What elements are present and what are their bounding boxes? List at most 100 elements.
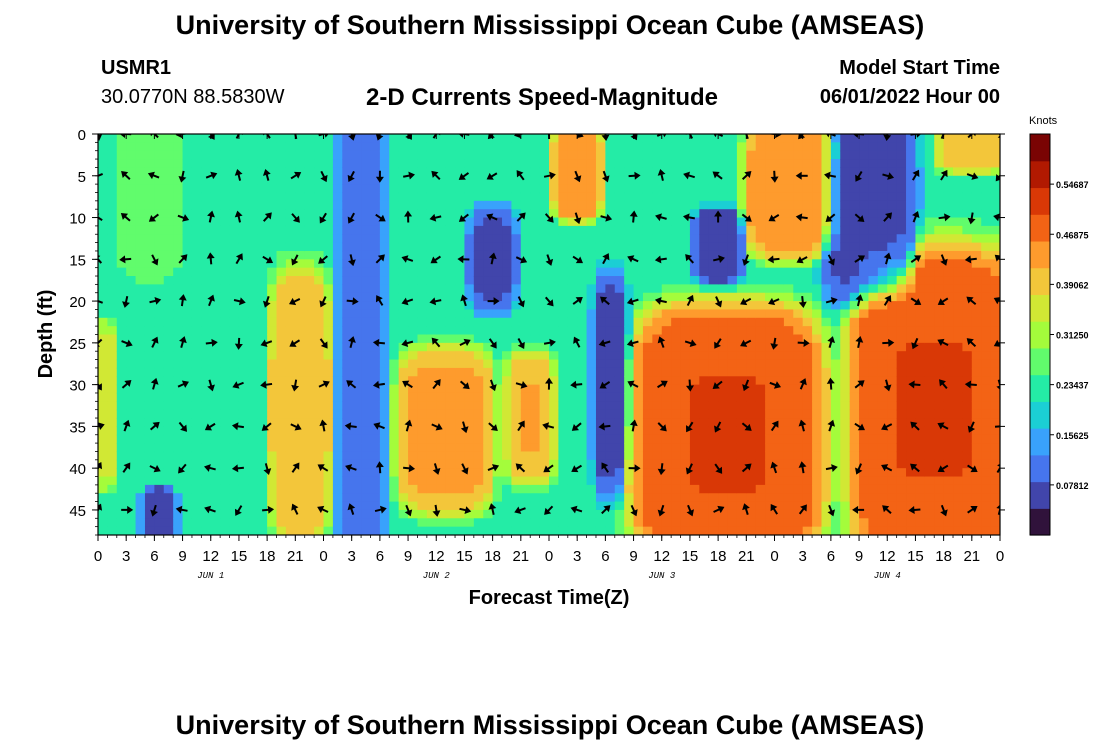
heatmap-cell — [671, 276, 682, 285]
heatmap-cell — [426, 443, 437, 453]
heatmap-cell — [953, 150, 964, 160]
heatmap-cell — [746, 367, 757, 377]
heatmap-cell — [257, 509, 268, 519]
heatmap-cell — [896, 509, 907, 519]
heatmap-cell — [906, 367, 917, 377]
current-vector-arrow — [966, 172, 979, 180]
heatmap-cell — [906, 409, 917, 419]
heatmap-cell — [830, 359, 841, 369]
heatmap-cell — [389, 518, 400, 528]
heatmap-cell — [304, 317, 315, 327]
heatmap-cell — [953, 292, 964, 302]
heatmap-cell — [295, 476, 306, 486]
current-vector-arrow — [770, 420, 779, 432]
heatmap-cell — [154, 443, 165, 453]
heatmap-cell — [924, 259, 935, 269]
heatmap-cell — [605, 468, 616, 478]
heatmap-cell — [389, 484, 400, 494]
heatmap-cell — [830, 150, 841, 160]
heatmap-cell — [426, 284, 437, 294]
heatmap-cell — [943, 476, 954, 486]
heatmap-cell — [896, 493, 907, 503]
heatmap-cell — [718, 443, 729, 453]
heatmap-cell — [896, 292, 907, 302]
heatmap-cell — [295, 418, 306, 427]
heatmap-cell — [285, 484, 296, 494]
heatmap-cell — [163, 134, 174, 143]
heatmap-cell — [718, 234, 729, 244]
heatmap-cell — [135, 142, 146, 152]
heatmap-cell — [502, 134, 513, 143]
heatmap-cell — [285, 426, 296, 436]
heatmap-cell — [332, 376, 343, 386]
heatmap-cell — [483, 459, 494, 469]
heatmap-cell — [877, 259, 888, 269]
heatmap-cell — [953, 501, 964, 511]
heatmap-cell — [943, 418, 954, 427]
heatmap-cell — [953, 351, 964, 361]
heatmap-cell — [257, 359, 268, 369]
heatmap-cell — [567, 493, 578, 503]
heatmap-cell — [304, 225, 315, 235]
current-vector-arrow — [262, 296, 271, 308]
heatmap-cell — [464, 409, 475, 419]
heatmap-cell — [689, 175, 700, 185]
heatmap-cell — [276, 426, 287, 436]
heatmap-cell — [173, 484, 184, 494]
heatmap-cell — [859, 501, 870, 511]
x-tick-label: 21 — [512, 548, 529, 565]
heatmap-cell — [332, 200, 343, 210]
heatmap-cell — [464, 351, 475, 361]
heatmap-cell — [934, 200, 945, 210]
heatmap-cell — [981, 518, 992, 528]
heatmap-cell — [154, 409, 165, 419]
heatmap-cell — [718, 175, 729, 185]
heatmap-cell — [285, 134, 296, 143]
heatmap-cell — [267, 200, 278, 210]
heatmap-cell — [671, 484, 682, 494]
heatmap-cell — [144, 259, 155, 269]
heatmap-cell — [473, 284, 484, 294]
heatmap-cell — [314, 309, 325, 319]
heatmap-cell — [896, 317, 907, 327]
heatmap-cell — [877, 526, 888, 535]
current-vector-arrow — [966, 296, 977, 306]
heatmap-cell — [943, 150, 954, 160]
heatmap-cell — [389, 309, 400, 319]
heatmap-cell — [642, 409, 653, 419]
heatmap-cell — [238, 167, 249, 177]
heatmap-cell — [906, 342, 917, 352]
heatmap-cell — [605, 142, 616, 152]
heatmap-cell — [201, 476, 212, 486]
heatmap-cell — [558, 267, 569, 277]
heatmap-cell — [520, 159, 531, 169]
heatmap-cell — [464, 200, 475, 210]
heatmap-cell — [502, 501, 513, 511]
heatmap-cell — [539, 184, 550, 194]
heatmap-cell — [182, 134, 193, 143]
heatmap-cell — [718, 518, 729, 528]
x-tick-label: 15 — [231, 548, 248, 565]
heatmap-cell — [144, 292, 155, 302]
heatmap-cell — [887, 150, 898, 160]
heatmap-cell — [896, 234, 907, 244]
heatmap-cell — [502, 359, 513, 369]
heatmap-cell — [821, 267, 832, 277]
heatmap-cell — [577, 159, 588, 169]
heatmap-cell — [182, 234, 193, 244]
heatmap-cell — [182, 501, 193, 511]
heatmap-cell — [708, 134, 719, 143]
heatmap-cell — [530, 351, 541, 361]
heatmap-cell — [276, 443, 287, 453]
heatmap-cell — [530, 184, 541, 194]
heatmap-cell — [708, 526, 719, 535]
heatmap-cell — [191, 317, 202, 327]
heatmap-cell — [699, 225, 710, 235]
heatmap-cell — [163, 493, 174, 503]
heatmap-cell — [314, 334, 325, 344]
heatmap-cell — [558, 309, 569, 319]
heatmap-cell — [285, 250, 296, 260]
heatmap-cell — [812, 426, 823, 436]
heatmap-cell — [492, 250, 503, 260]
heatmap-cell — [455, 192, 466, 202]
